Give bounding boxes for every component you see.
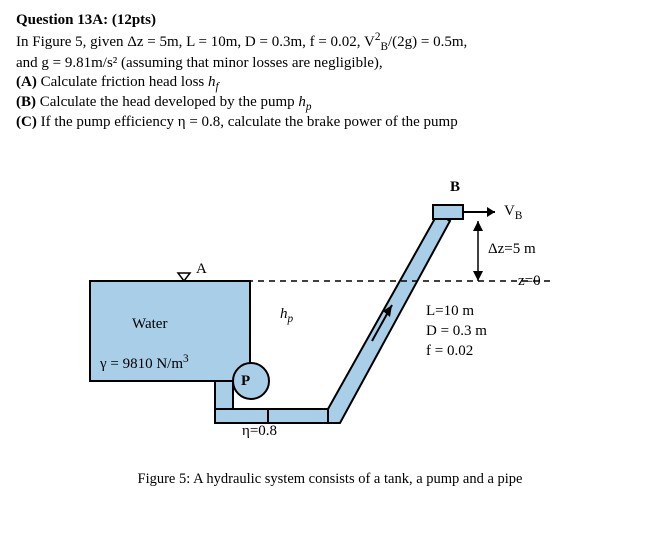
part-b-prefix: (B): [16, 94, 36, 110]
label-hp: hp: [280, 306, 293, 325]
intro-before: In Figure 5, given: [16, 34, 127, 50]
part-c-prefix: (C): [16, 114, 37, 130]
title-prefix: Question 13A: (12pts): [16, 12, 156, 28]
label-gamma-sup: 3: [183, 353, 189, 365]
dz-arrow-down: [473, 271, 483, 281]
part-a-sub: f: [216, 81, 219, 93]
part-b-sub: p: [306, 101, 312, 113]
dz-arrow-up: [473, 221, 483, 231]
label-gamma-text: γ = 9810 N/m: [100, 356, 183, 372]
pipe-horiz-left: [215, 409, 275, 423]
label-f: f = 0.02: [426, 343, 473, 360]
figure-caption: Figure 5: A hydraulic system consists of…: [16, 471, 644, 488]
water-surface-marker: [178, 273, 190, 281]
vb-sub: B: [381, 41, 389, 53]
label-hp-p: p: [288, 313, 294, 325]
part-a: (A) Calculate friction head loss hf: [16, 74, 644, 93]
label-a: A: [196, 261, 207, 278]
label-b: B: [450, 179, 460, 196]
figure-svg: [20, 161, 640, 461]
part-a-text: Calculate friction head loss: [37, 74, 208, 90]
label-eta: η=0.8: [242, 423, 277, 440]
label-water: Water: [132, 316, 167, 333]
label-dz: Δz=5 m: [488, 241, 536, 258]
question-line2: and g = 9.81m/s² (assuming that minor lo…: [16, 55, 644, 72]
label-l: L=10 m: [426, 303, 474, 320]
part-b-sym: h: [298, 94, 306, 110]
pipe-outlet: [433, 205, 463, 219]
label-vb-v: V: [504, 203, 515, 219]
pump-circle: [233, 363, 269, 399]
question-title: Question 13A: (12pts): [16, 12, 644, 29]
intro-after: /(2g) = 0.5m,: [388, 34, 467, 50]
label-gamma: γ = 9810 N/m3: [100, 353, 189, 373]
label-vb-sub: B: [515, 210, 523, 222]
label-hp-h: h: [280, 306, 288, 322]
part-b-text: Calculate the head developed by the pump: [36, 94, 298, 110]
figure-5: A B VB Δz=5 m z=0 L=10 m D = 0.3 m f = 0…: [20, 161, 640, 461]
label-z0: z=0: [518, 273, 541, 290]
label-p: P: [241, 373, 250, 390]
vb-arrow-head: [487, 207, 495, 217]
pipe-horiz-right: [268, 409, 328, 423]
part-b: (B) Calculate the head developed by the …: [16, 94, 644, 113]
part-a-sym: h: [208, 74, 216, 90]
part-c: (C) If the pump efficiency η = 0.8, calc…: [16, 114, 644, 131]
part-c-text: If the pump efficiency η = 0.8, calculat…: [37, 114, 458, 130]
part-a-prefix: (A): [16, 74, 37, 90]
intro-vals: Δz = 5m, L = 10m, D = 0.3m, f = 0.02, V: [127, 34, 375, 50]
label-vb: VB: [504, 203, 522, 222]
label-d: D = 0.3 m: [426, 323, 487, 340]
pipe-down: [215, 381, 233, 411]
question-intro: In Figure 5, given Δz = 5m, L = 10m, D =…: [16, 31, 644, 53]
